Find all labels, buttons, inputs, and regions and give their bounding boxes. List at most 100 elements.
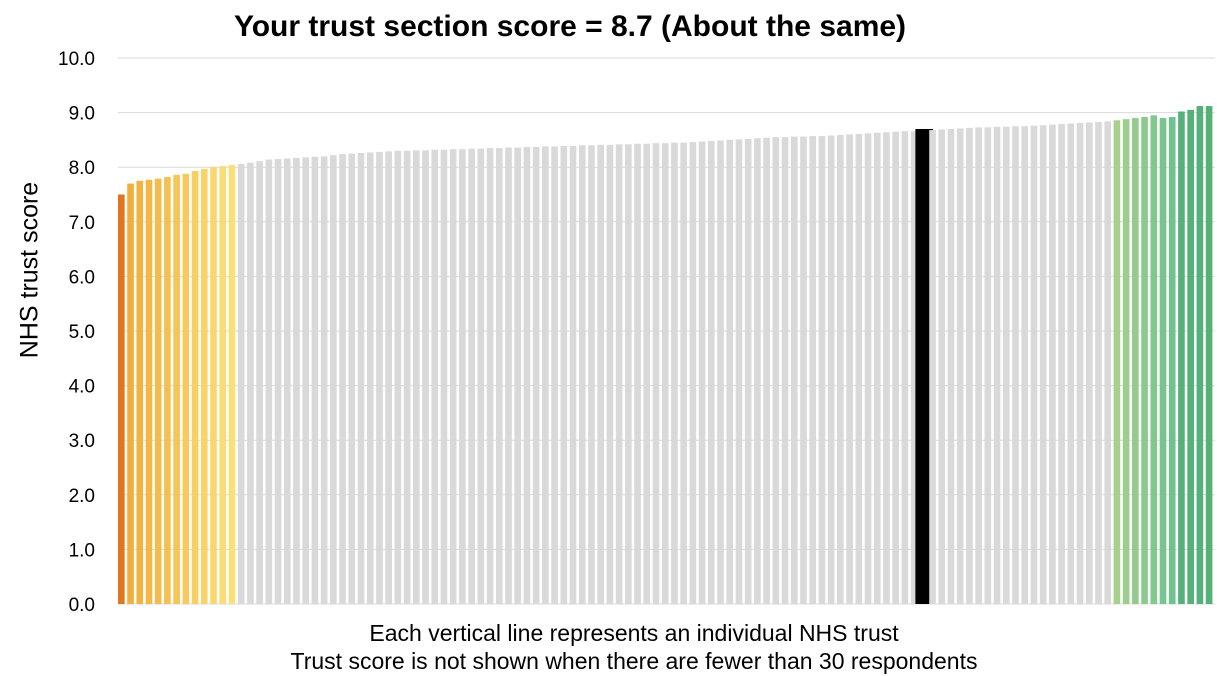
bar bbox=[320, 156, 328, 604]
y-tick-label: 2.0 bbox=[69, 486, 95, 507]
bar bbox=[118, 194, 125, 604]
bar bbox=[560, 145, 568, 604]
bar bbox=[892, 131, 899, 604]
bar bbox=[164, 177, 171, 604]
bar bbox=[643, 143, 651, 605]
bar bbox=[449, 149, 457, 604]
bar bbox=[1150, 115, 1158, 604]
bar bbox=[689, 142, 697, 605]
y-tick-label: 9.0 bbox=[69, 104, 95, 125]
bar bbox=[1095, 121, 1102, 604]
bar bbox=[385, 151, 392, 604]
bar bbox=[523, 146, 531, 605]
bar bbox=[440, 149, 448, 604]
bar bbox=[145, 179, 153, 604]
y-tick-label: 1.0 bbox=[69, 540, 95, 561]
bar bbox=[182, 173, 190, 604]
bar bbox=[837, 134, 844, 604]
bar bbox=[403, 150, 411, 604]
bar bbox=[1168, 116, 1176, 604]
bar bbox=[754, 138, 761, 604]
bar bbox=[191, 171, 199, 604]
bar bbox=[661, 143, 669, 604]
bar bbox=[1067, 123, 1075, 605]
bar bbox=[532, 146, 540, 605]
bar bbox=[597, 144, 604, 604]
bar bbox=[873, 132, 881, 604]
bar bbox=[634, 143, 641, 605]
bar bbox=[1159, 118, 1167, 604]
bar bbox=[468, 148, 475, 605]
bars bbox=[118, 106, 1213, 605]
bar bbox=[744, 138, 752, 605]
y-tick-label: 6.0 bbox=[69, 267, 95, 288]
y-tick-label: 8.0 bbox=[69, 158, 95, 179]
bar bbox=[588, 145, 595, 605]
bar bbox=[486, 148, 494, 604]
bar bbox=[1012, 126, 1019, 604]
bar bbox=[671, 142, 678, 604]
bar bbox=[827, 135, 835, 605]
bar bbox=[495, 148, 503, 604]
bar bbox=[1141, 116, 1148, 604]
bar bbox=[1002, 126, 1010, 605]
bar bbox=[1058, 124, 1065, 604]
bar bbox=[228, 165, 236, 605]
bar bbox=[1196, 106, 1204, 604]
bar bbox=[200, 168, 208, 604]
bar bbox=[348, 153, 356, 605]
bar bbox=[726, 139, 734, 604]
bar bbox=[265, 159, 273, 604]
chart-title: Your trust section score = 8.7 (About th… bbox=[233, 10, 907, 43]
bar bbox=[864, 133, 872, 604]
bar bbox=[680, 142, 687, 604]
bar bbox=[855, 133, 863, 605]
bar bbox=[800, 136, 807, 604]
bar bbox=[274, 159, 282, 604]
chart-note-line-2: Trust score is not shown when there are … bbox=[290, 648, 978, 674]
bar bbox=[256, 161, 263, 604]
bar bbox=[790, 136, 798, 604]
bar bbox=[735, 139, 743, 604]
bar bbox=[459, 149, 466, 604]
bar-your-trust bbox=[915, 128, 933, 605]
bar bbox=[1205, 106, 1213, 604]
bar bbox=[763, 137, 770, 604]
bar bbox=[1076, 122, 1084, 604]
bar bbox=[717, 140, 724, 605]
bar bbox=[606, 144, 614, 604]
bar bbox=[173, 174, 180, 604]
bar bbox=[431, 149, 439, 604]
bar bbox=[984, 127, 992, 604]
bar bbox=[956, 128, 964, 604]
bar bbox=[1039, 125, 1047, 605]
bar bbox=[542, 146, 549, 604]
bar bbox=[293, 157, 300, 604]
bar bbox=[772, 137, 780, 605]
bar bbox=[330, 155, 337, 605]
chart-note-line-1: Each vertical line represents an individ… bbox=[369, 620, 899, 646]
bar bbox=[1049, 124, 1056, 604]
y-tick-label: 7.0 bbox=[69, 213, 95, 234]
bar bbox=[247, 162, 254, 604]
y-tick-labels: 0.0 1.0 2.0 3.0 4.0 5.0 6.0 7.0 8.0 9.0 10.0 bbox=[58, 49, 95, 615]
bar bbox=[339, 154, 346, 604]
bar bbox=[477, 148, 485, 605]
bar bbox=[993, 126, 1001, 605]
bar bbox=[901, 131, 909, 604]
bar bbox=[818, 136, 826, 604]
bar bbox=[283, 158, 291, 605]
bar bbox=[929, 130, 936, 604]
bar bbox=[615, 144, 623, 604]
bar bbox=[210, 167, 217, 604]
bar bbox=[1085, 122, 1093, 604]
bar bbox=[237, 163, 245, 604]
bar bbox=[376, 151, 383, 605]
bar bbox=[394, 150, 402, 604]
bar bbox=[311, 156, 319, 605]
bar bbox=[422, 150, 429, 605]
bar bbox=[514, 147, 522, 604]
bar bbox=[652, 143, 660, 604]
bar bbox=[966, 127, 973, 604]
bar bbox=[154, 178, 162, 604]
